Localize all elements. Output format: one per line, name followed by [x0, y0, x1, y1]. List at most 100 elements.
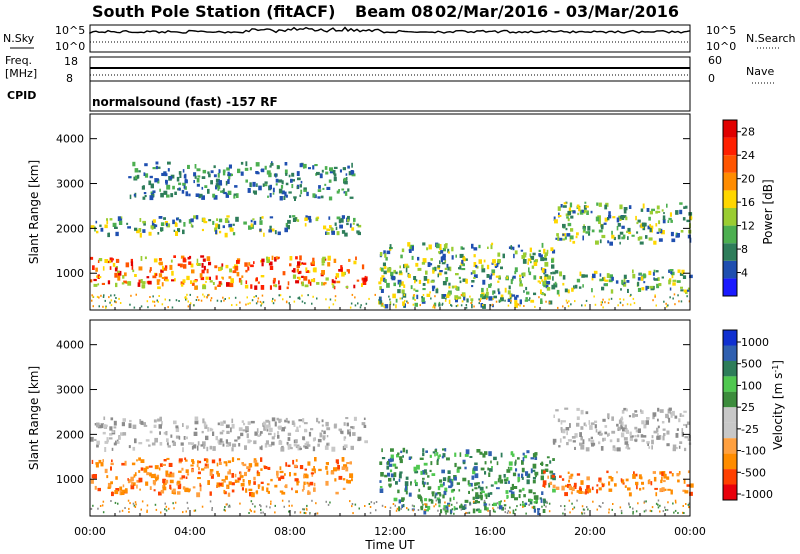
echo-cell — [665, 413, 669, 419]
echo-cell — [608, 211, 611, 216]
echo-cell — [303, 187, 307, 190]
echo-cell — [165, 222, 168, 227]
echo-cell — [600, 446, 604, 451]
echo-cell — [594, 424, 597, 429]
echo-cell — [272, 192, 275, 195]
echo-cell — [234, 264, 238, 267]
echo-cell — [378, 281, 382, 285]
echo-cell — [192, 460, 195, 465]
echo-cell — [561, 478, 565, 481]
echo-cell — [285, 222, 288, 227]
echo-cell — [156, 299, 158, 302]
echo-cell — [608, 508, 610, 511]
echo-cell — [236, 193, 239, 198]
echo-cell — [96, 440, 100, 445]
echo-cell — [241, 487, 244, 491]
echo-cell — [675, 232, 678, 236]
echo-cell — [401, 499, 404, 502]
echo-cell — [433, 302, 437, 307]
echo-cell — [331, 230, 335, 235]
echo-cell — [225, 264, 229, 269]
echo-cell — [599, 505, 602, 508]
echo-cell — [158, 424, 162, 429]
echo-cell — [320, 195, 324, 199]
echo-cell — [462, 477, 467, 482]
echo-cell — [286, 441, 289, 445]
echo-cell — [529, 501, 533, 505]
echo-cell — [299, 194, 302, 197]
echo-cell — [470, 298, 474, 301]
echo-cell — [436, 452, 439, 456]
echo-cell — [528, 489, 533, 494]
echo-cell — [653, 269, 656, 273]
echo-cell — [469, 501, 471, 504]
echo-cell — [405, 265, 410, 269]
echo-cell — [238, 277, 242, 283]
echo-cell — [133, 306, 136, 309]
echo-cell — [532, 453, 537, 458]
colorbar-tick-label: -25 — [741, 423, 759, 436]
echo-cell — [414, 470, 419, 473]
echo-cell — [431, 473, 436, 476]
echo-cell — [198, 466, 200, 471]
echo-cell — [464, 466, 467, 470]
echo-cell — [395, 509, 398, 512]
echo-cell — [619, 298, 621, 301]
echo-cell — [563, 202, 567, 205]
echo-cell — [303, 163, 307, 169]
echo-cell — [261, 216, 264, 219]
echo-cell — [149, 267, 152, 271]
echo-cell — [302, 508, 304, 511]
echo-cell — [401, 504, 403, 509]
echo-cell — [625, 478, 629, 482]
echo-cell — [230, 173, 233, 176]
echo-cell — [254, 462, 259, 467]
echo-cell — [456, 482, 460, 485]
echo-cell — [161, 303, 164, 306]
echo-cell — [229, 268, 232, 273]
echo-cell — [541, 279, 544, 282]
echo-cell — [182, 169, 185, 173]
echo-cell — [346, 269, 350, 272]
echo-cell — [506, 511, 509, 514]
echo-cell — [147, 306, 149, 309]
echo-cell — [216, 299, 219, 302]
echo-cell — [323, 282, 327, 285]
echo-cell — [503, 478, 508, 482]
echo-cell — [96, 295, 99, 298]
echo-cell — [266, 259, 270, 263]
echo-cell — [495, 300, 498, 303]
echo-cell — [618, 419, 623, 424]
echo-cell — [140, 508, 142, 511]
echo-cell — [199, 273, 203, 278]
echo-cell — [568, 300, 570, 303]
echo-cell — [231, 423, 235, 429]
echo-cell — [510, 299, 512, 302]
echo-cell — [179, 263, 183, 268]
echo-cell — [560, 505, 562, 507]
echo-cell — [218, 458, 222, 462]
echo-cell — [405, 491, 408, 495]
echo-cell — [270, 502, 272, 505]
echo-cell — [458, 489, 461, 492]
echo-cell — [345, 417, 349, 420]
echo-cell — [634, 439, 638, 442]
echo-cell — [686, 219, 690, 223]
echo-cell — [393, 282, 396, 287]
echo-cell — [414, 299, 416, 301]
echo-cell — [622, 427, 626, 432]
echo-cell — [116, 441, 120, 444]
echo-cell — [627, 487, 631, 491]
echo-cell — [578, 206, 581, 212]
echo-cell — [225, 180, 228, 186]
echo-cell — [122, 418, 126, 422]
echo-cell — [120, 491, 125, 495]
echo-cell — [311, 468, 315, 472]
echo-cell — [530, 261, 532, 264]
echo-cell — [295, 280, 300, 284]
echo-cell — [552, 458, 555, 461]
echo-cell — [519, 304, 521, 307]
echo-cell — [174, 222, 178, 227]
echo-cell — [517, 457, 520, 460]
echo-cell — [423, 469, 427, 474]
